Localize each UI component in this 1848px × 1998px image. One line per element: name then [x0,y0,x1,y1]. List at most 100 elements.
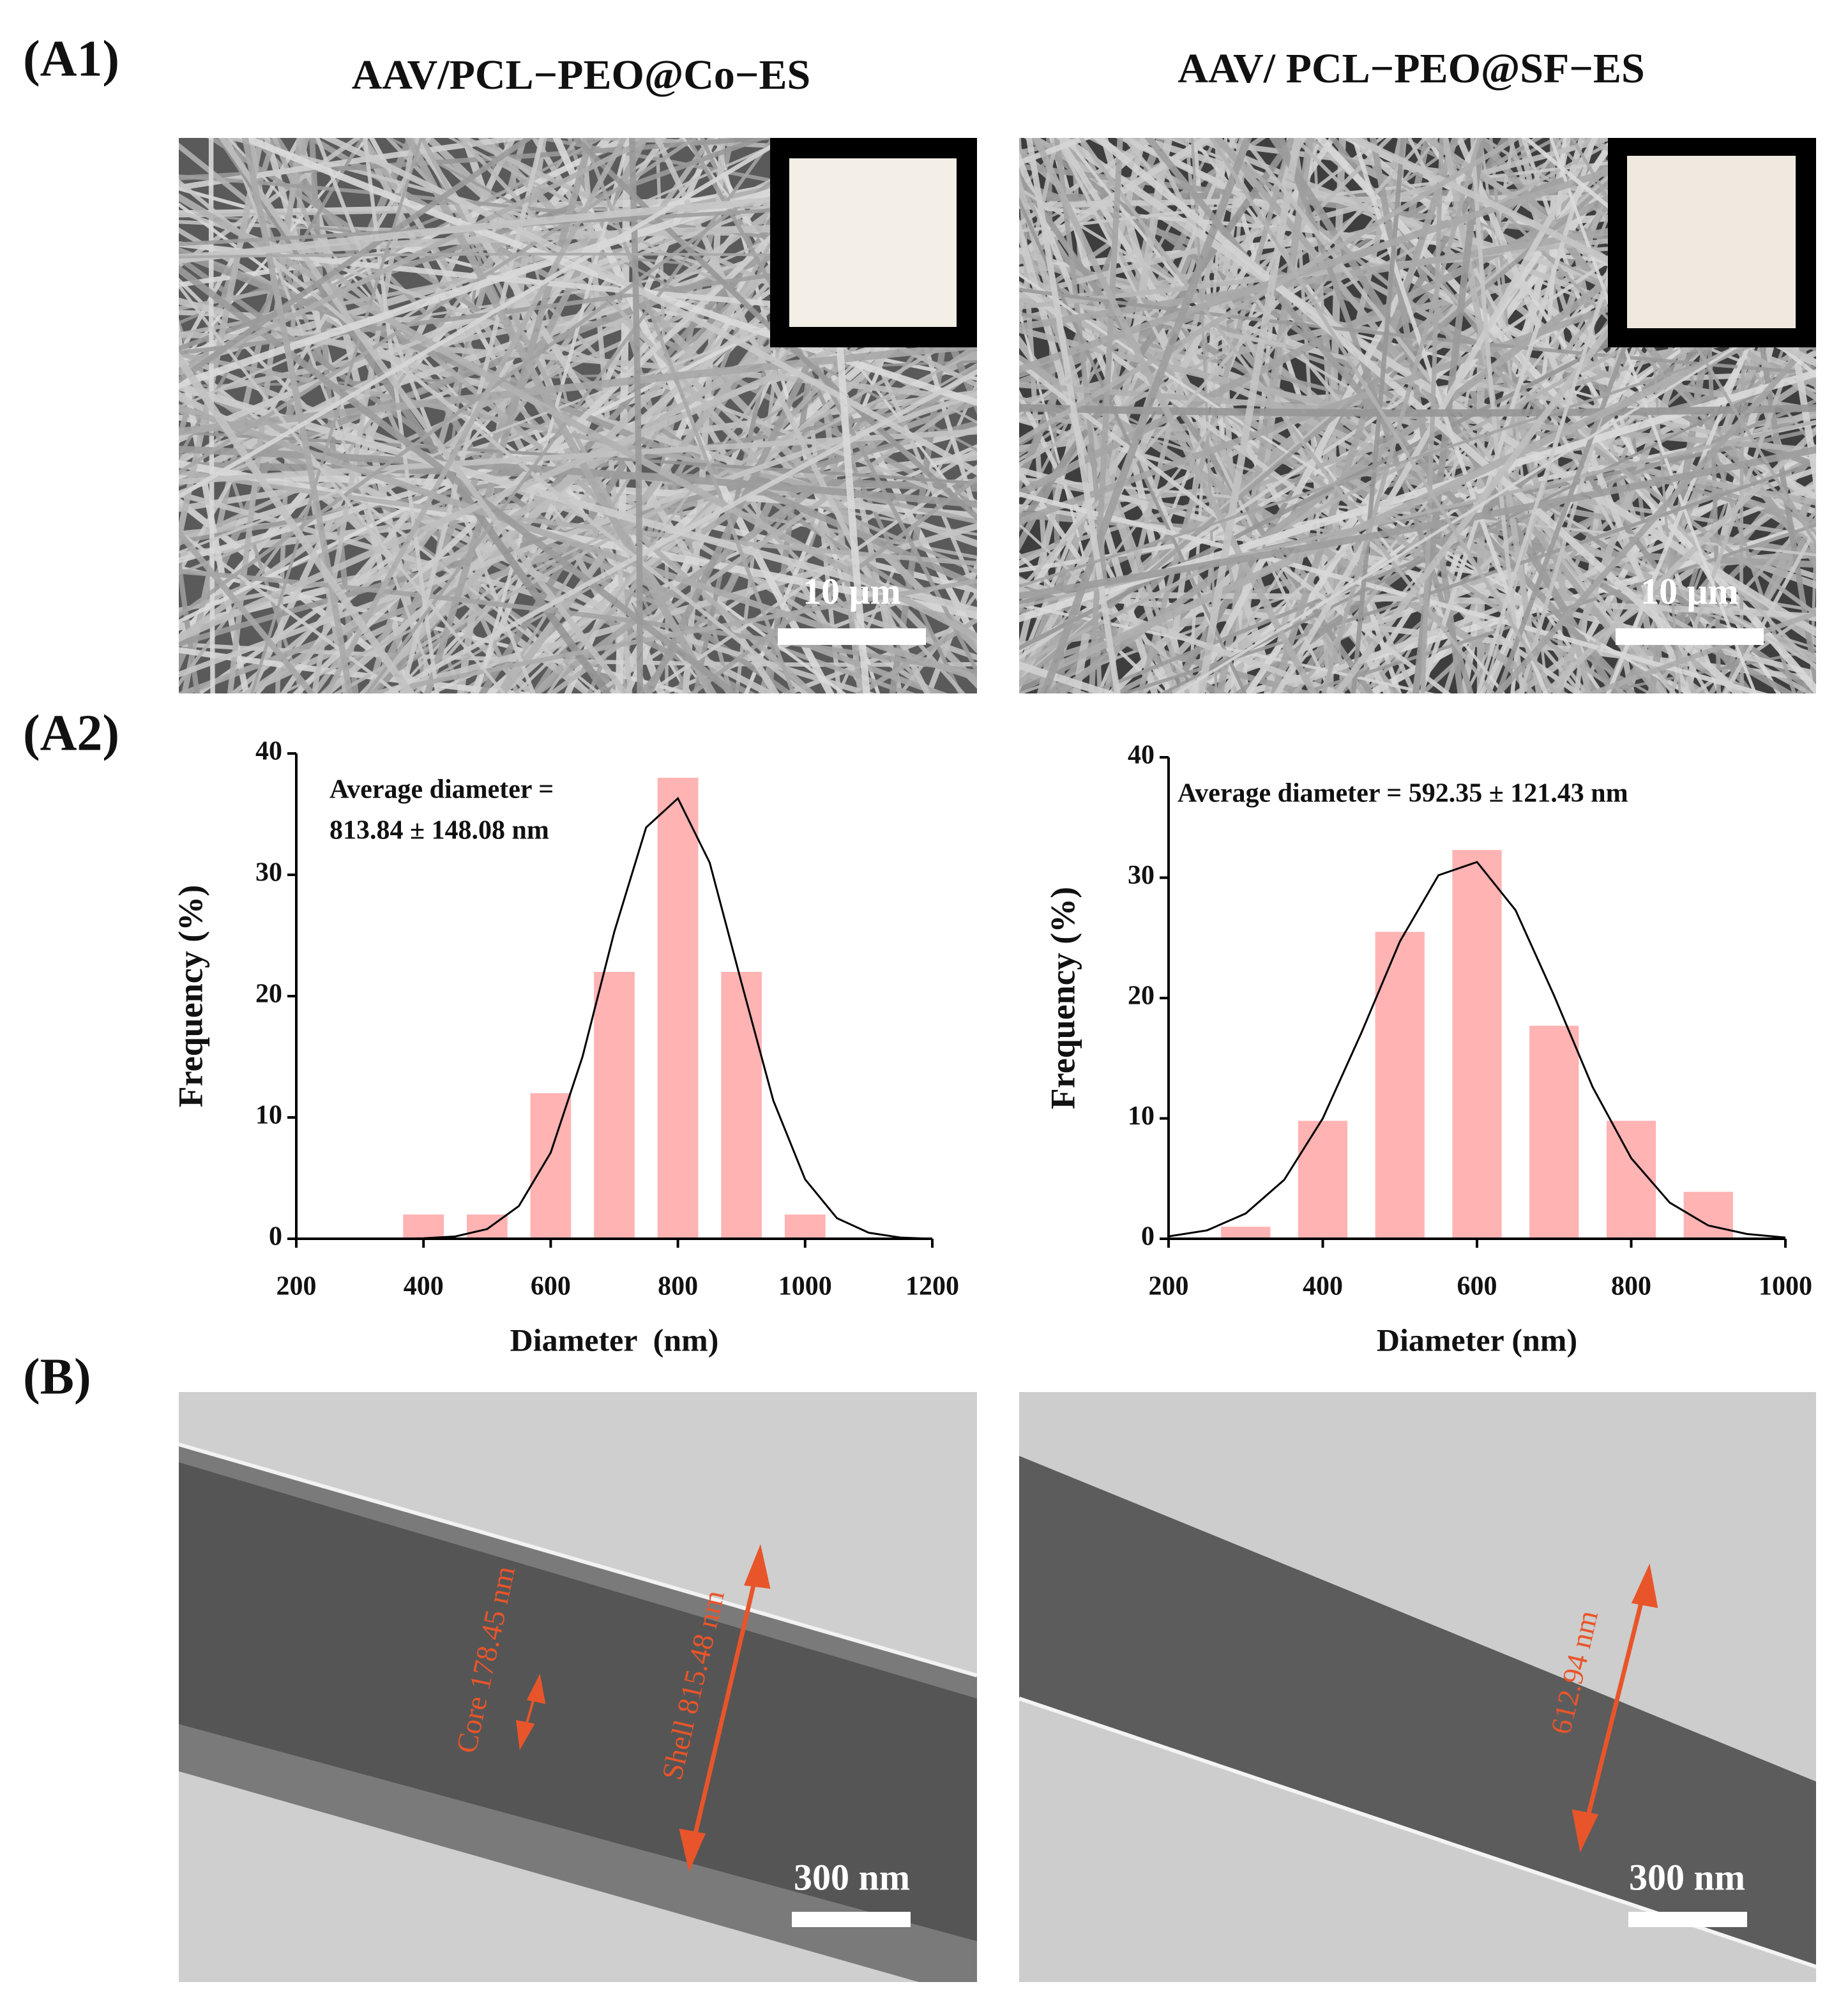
y-tick-label: 40 [255,737,282,766]
diameter-arrow [1580,1577,1650,1840]
fiber [1019,138,1298,533]
x-axis-label: Diameter (nm) [1377,1322,1577,1358]
fiber [1511,478,1816,693]
panel-label: (B) [23,1349,91,1405]
fiber [1019,592,1816,620]
fiber [179,404,977,682]
fiber [1019,254,1816,525]
y-tick-label: 10 [255,1101,282,1130]
fiber [1019,522,1211,693]
fiber [1209,138,1557,693]
fiber [1019,138,1305,690]
fiber [1019,234,1816,651]
arrowhead [1631,1563,1658,1608]
fiber [179,241,977,323]
fiber [179,430,977,485]
fiber [1345,138,1816,367]
bar [1298,1121,1348,1239]
fiber [1019,138,1266,310]
fiber [681,138,977,524]
fiber [1019,491,1768,693]
fiber [366,138,527,693]
fiber [367,522,977,693]
fiber [1305,138,1816,388]
x-tick-label: 1200 [905,1272,959,1301]
fiber [1055,138,1333,693]
fiber [1019,225,1796,693]
fiber [402,363,977,693]
fiber [315,138,536,693]
fiber [766,138,845,693]
fiber [1019,287,1816,375]
fiber-edge [179,1442,977,1677]
fiber [179,179,977,462]
fiber [1421,138,1816,402]
fiber [179,138,791,181]
arrowhead [1572,1809,1599,1853]
fiber [1315,138,1816,693]
fiber [1359,138,1600,693]
bar [1221,1227,1271,1239]
shell-arrow [687,1557,762,1859]
fiber [580,138,633,693]
fiber [370,138,861,693]
fiber [218,138,630,693]
fiber [484,259,977,693]
fiber [1242,157,1816,693]
fiber [1019,411,1816,539]
fiber [1026,138,1121,693]
fiber [179,179,808,693]
tem-image [179,1392,977,1982]
fiber [1758,138,1816,501]
fit-curve [1168,861,1786,1239]
fiber [179,397,977,545]
fiber [1019,504,1816,622]
fiber [1488,138,1531,693]
y-tick-label: 0 [1141,1222,1155,1252]
sem-image [1019,138,1816,693]
tem-image [1019,1392,1816,1982]
fiber [1019,308,1121,693]
fiber [358,276,977,693]
fibers [1019,138,1816,693]
fiber [475,138,631,693]
fiber [179,527,316,693]
fiber [1226,410,1816,693]
fiber [241,138,353,693]
fiber [1494,331,1816,693]
x-tick-label: 1000 [1759,1272,1812,1301]
fiber [1241,138,1677,693]
fiber [1100,138,1279,693]
bar [530,1093,572,1239]
bar [1529,1025,1579,1239]
fiber [179,568,977,676]
fiber [1292,138,1739,693]
fiber [1476,138,1656,693]
fiber [179,138,791,499]
fiber [1727,138,1816,693]
fiber [654,138,931,693]
fiber [1321,138,1482,693]
fiber [360,138,902,693]
fiber [1190,138,1218,693]
fiber [1369,138,1464,693]
fiber [1345,138,1816,545]
fiber [179,138,277,447]
fiber [1273,138,1599,693]
fiber [1019,306,1816,687]
fiber [363,138,439,693]
y-axis-label: Frequency (%) [171,885,209,1107]
x-tick-label: 1000 [778,1272,832,1301]
arrowhead [679,1828,706,1872]
fiber [1553,138,1771,693]
fiber [1137,138,1294,693]
x-tick-label: 400 [1303,1272,1343,1301]
fiber [1144,138,1637,693]
fiber [1092,138,1744,693]
x-tick-label: 800 [1611,1272,1651,1301]
fiber [628,138,643,693]
fiber [179,138,432,577]
fiber [179,341,977,435]
fiber-core [179,1462,977,1941]
fiber [179,186,977,381]
